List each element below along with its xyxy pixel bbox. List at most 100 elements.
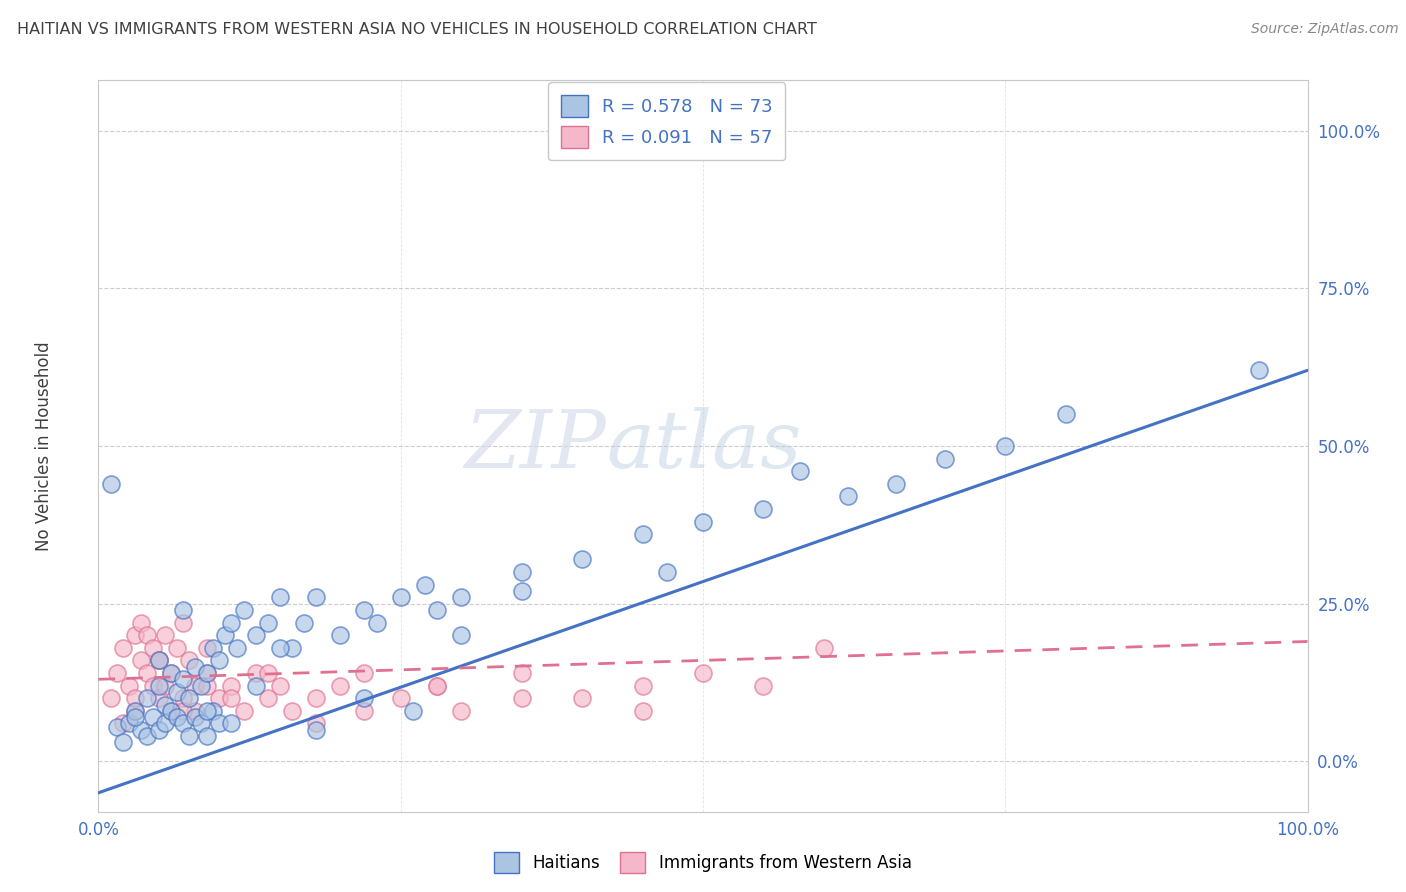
Point <box>100 691 122 706</box>
Point <box>426 679 449 693</box>
Point <box>195 704 218 718</box>
Point <box>221 615 243 630</box>
Point <box>172 603 194 617</box>
Point <box>510 584 533 599</box>
Point <box>195 665 218 680</box>
Point <box>148 691 170 706</box>
Point <box>994 439 1017 453</box>
Point <box>160 665 183 680</box>
Point <box>245 679 267 693</box>
Point <box>195 729 218 743</box>
Point <box>631 704 654 718</box>
Point <box>305 723 328 737</box>
Point <box>172 691 194 706</box>
Point <box>153 628 176 642</box>
Point <box>148 653 170 667</box>
Point <box>184 679 207 693</box>
Point <box>450 704 472 718</box>
Point <box>1249 363 1271 377</box>
Point <box>135 729 157 743</box>
Point <box>179 691 201 706</box>
Point <box>190 716 212 731</box>
Point <box>571 691 593 706</box>
Point <box>631 527 654 541</box>
Point <box>305 591 328 605</box>
Point <box>389 691 412 706</box>
Point <box>413 578 436 592</box>
Point <box>148 723 170 737</box>
Point <box>450 591 472 605</box>
Point <box>510 691 533 706</box>
Point <box>153 679 176 693</box>
Point <box>124 691 146 706</box>
Point <box>124 704 146 718</box>
Point <box>129 615 152 630</box>
Point <box>118 716 141 731</box>
Point <box>813 640 835 655</box>
Point <box>631 679 654 693</box>
Point <box>226 640 249 655</box>
Point <box>172 673 194 687</box>
Point <box>124 710 146 724</box>
Point <box>426 603 449 617</box>
Point <box>190 679 212 693</box>
Text: atlas: atlas <box>606 408 801 484</box>
Point <box>837 490 859 504</box>
Point <box>111 735 134 749</box>
Point <box>100 476 122 491</box>
Point <box>195 679 218 693</box>
Point <box>135 628 157 642</box>
Text: No Vehicles in Household: No Vehicles in Household <box>35 341 53 551</box>
Legend: R = 0.578   N = 73, R = 0.091   N = 57: R = 0.578 N = 73, R = 0.091 N = 57 <box>548 82 786 161</box>
Point <box>934 451 956 466</box>
Point <box>329 679 352 693</box>
Point <box>105 665 128 680</box>
Point <box>208 653 231 667</box>
Point <box>111 640 134 655</box>
Point <box>160 665 183 680</box>
Point <box>135 691 157 706</box>
Point <box>221 679 243 693</box>
Point <box>752 502 775 516</box>
Point <box>179 729 201 743</box>
Text: Source: ZipAtlas.com: Source: ZipAtlas.com <box>1251 22 1399 37</box>
Point <box>148 653 170 667</box>
Point <box>305 716 328 731</box>
Point <box>245 665 267 680</box>
Point <box>105 720 128 734</box>
Point <box>353 665 375 680</box>
Point <box>153 698 176 712</box>
Point <box>142 640 165 655</box>
Point <box>172 704 194 718</box>
Point <box>232 704 254 718</box>
Point <box>269 679 291 693</box>
Point <box>148 653 170 667</box>
Point <box>195 640 218 655</box>
Legend: Haitians, Immigrants from Western Asia: Haitians, Immigrants from Western Asia <box>488 846 918 880</box>
Point <box>256 615 278 630</box>
Point <box>172 716 194 731</box>
Point <box>1054 408 1077 422</box>
Point <box>269 591 291 605</box>
Point <box>148 679 170 693</box>
Point <box>510 565 533 579</box>
Point <box>305 691 328 706</box>
Point <box>245 628 267 642</box>
Point <box>221 716 243 731</box>
Point <box>281 640 304 655</box>
Point <box>789 464 811 478</box>
Point <box>655 565 678 579</box>
Point <box>195 665 218 680</box>
Point <box>124 704 146 718</box>
Point <box>172 615 194 630</box>
Point <box>135 665 157 680</box>
Point <box>129 653 152 667</box>
Point <box>402 704 425 718</box>
Point <box>353 603 375 617</box>
Point <box>184 710 207 724</box>
Point <box>269 640 291 655</box>
Point <box>142 710 165 724</box>
Point <box>450 628 472 642</box>
Point <box>329 628 352 642</box>
Point <box>221 691 243 706</box>
